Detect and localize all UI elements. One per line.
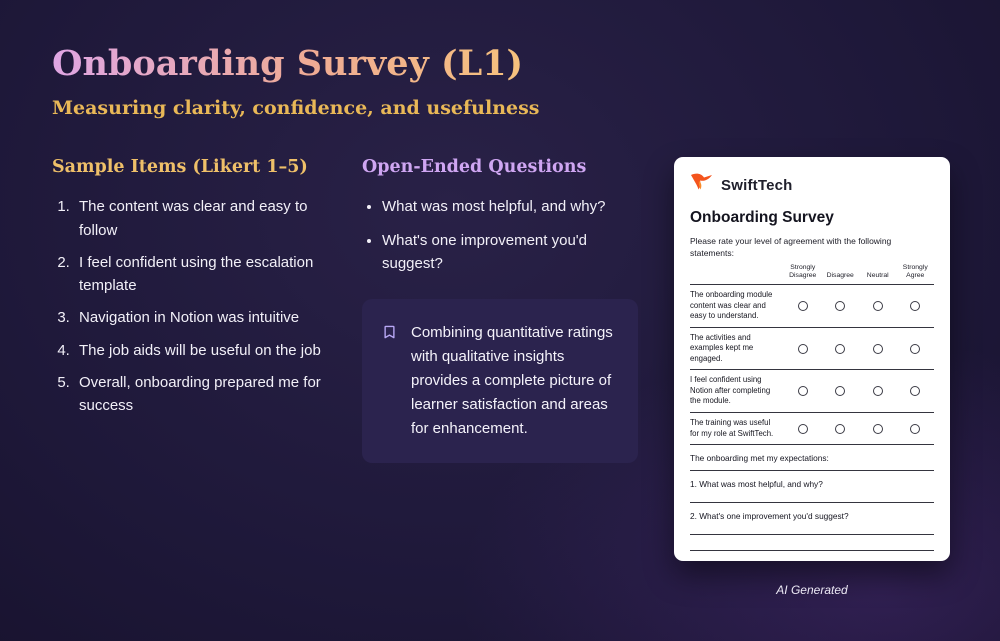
survey-card-title: Onboarding Survey bbox=[690, 209, 834, 227]
likert-row: The training was useful for my role at S… bbox=[690, 411, 934, 444]
likert-statement: The activities and examples kept me enga… bbox=[690, 332, 754, 363]
radio-circle bbox=[797, 423, 808, 434]
sample-items-heading: Sample Items (Likert 1–5) bbox=[52, 157, 308, 178]
sample-item: The content was clear and easy to follow bbox=[74, 195, 330, 242]
radio-circle bbox=[872, 423, 883, 434]
swifttech-logo-icon bbox=[690, 172, 714, 199]
open-ended-heading: Open-Ended Questions bbox=[362, 157, 587, 178]
likert-column-header: Strongly Agree bbox=[902, 264, 928, 280]
survey-card-column: SwiftTech Onboarding Survey Please rate … bbox=[674, 157, 950, 597]
likert-statement: The training was useful for my role at S… bbox=[690, 417, 774, 438]
radio-circle bbox=[835, 423, 846, 434]
radio-circle bbox=[835, 301, 846, 312]
sample-item: I feel confident using the escalation te… bbox=[74, 251, 330, 298]
likert-column-header: Strongly Disagree bbox=[789, 264, 817, 280]
brand-row: SwiftTech bbox=[690, 172, 934, 199]
likert-table: The onboarding module content was clear … bbox=[690, 284, 934, 446]
likert-statement: I feel confident using Notion after comp… bbox=[690, 375, 771, 406]
page-subtitle: Measuring clarity, confidence, and usefu… bbox=[52, 97, 540, 120]
open-ended-item: What's one improvement you'd suggest? bbox=[382, 229, 638, 276]
card-open-question: 1. What was most helpful, and why? bbox=[690, 471, 934, 504]
page-title: Onboarding Survey (L1) bbox=[52, 43, 524, 84]
expectations-label: The onboarding met my expectations: bbox=[690, 445, 934, 472]
bookmark-icon bbox=[382, 324, 398, 441]
callout-text: Combining quantitative ratings with qual… bbox=[411, 324, 613, 437]
brand-name: SwiftTech bbox=[721, 177, 793, 195]
likert-column-header: Disagree bbox=[826, 272, 854, 280]
open-ended-item: What was most helpful, and why? bbox=[382, 195, 638, 218]
open-ended-section: Open-Ended Questions What was most helpf… bbox=[362, 157, 638, 463]
radio-circle bbox=[910, 301, 921, 312]
radio-circle bbox=[797, 343, 808, 354]
radio-circle bbox=[872, 301, 883, 312]
content-columns: Sample Items (Likert 1–5) The content wa… bbox=[52, 157, 950, 597]
radio-circle bbox=[910, 386, 921, 397]
sample-items-section: Sample Items (Likert 1–5) The content wa… bbox=[52, 157, 330, 426]
card-open-question: 2. What's one improvement you'd suggest? bbox=[690, 503, 934, 536]
insight-callout: Combining quantitative ratings with qual… bbox=[362, 299, 638, 463]
radio-circle bbox=[835, 343, 846, 354]
sample-item: Overall, onboarding prepared me for succ… bbox=[74, 371, 330, 418]
radio-circle bbox=[872, 343, 883, 354]
sample-item: Navigation in Notion was intuitive bbox=[74, 306, 330, 329]
radio-circle bbox=[797, 301, 808, 312]
likert-row: The activities and examples kept me enga… bbox=[690, 326, 934, 370]
answer-line bbox=[690, 535, 934, 552]
sample-items-list: The content was clear and easy to follow… bbox=[52, 195, 330, 417]
survey-card: SwiftTech Onboarding Survey Please rate … bbox=[674, 157, 950, 562]
radio-circle bbox=[835, 386, 846, 397]
radio-circle bbox=[910, 343, 921, 354]
sample-item: The job aids will be useful on the job bbox=[74, 339, 330, 362]
open-questions: 1. What was most helpful, and why? 2. Wha… bbox=[690, 471, 934, 536]
likert-row: The onboarding module content was clear … bbox=[690, 284, 934, 327]
survey-instructions: Please rate your level of agreement with… bbox=[690, 236, 892, 259]
radio-circle bbox=[872, 386, 883, 397]
ai-generated-note: AI Generated bbox=[776, 583, 848, 598]
likert-header-row: Strongly Disagree Disagree Neutral Strongly… bbox=[690, 264, 934, 284]
open-ended-list: What was most helpful, and why? What's on… bbox=[362, 195, 638, 275]
radio-circle bbox=[910, 423, 921, 434]
likert-statement: The onboarding module content was clear … bbox=[690, 290, 773, 321]
likert-row: I feel confident using Notion after comp… bbox=[690, 369, 934, 412]
likert-column-header: Neutral bbox=[866, 272, 889, 280]
radio-circle bbox=[797, 386, 808, 397]
